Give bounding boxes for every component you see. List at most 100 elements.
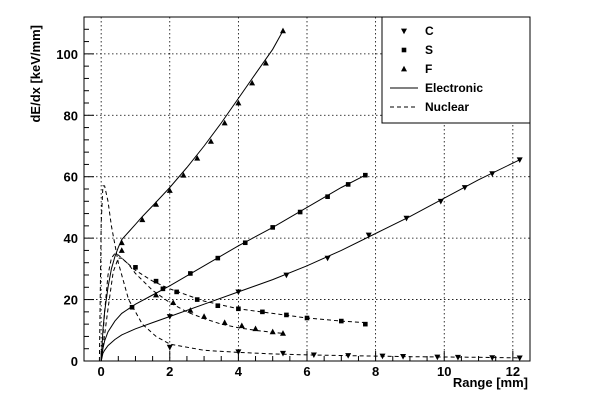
point-s-electronic [242, 240, 248, 246]
point-s-electronic [297, 209, 303, 215]
series-s-nuclear [100, 252, 368, 362]
point-c-nuclear [310, 352, 317, 359]
point-c-electronic [403, 215, 410, 222]
series-f-nuclear [100, 247, 286, 362]
point-c-electronic [324, 255, 331, 262]
point-f-electronic [153, 201, 160, 207]
point-c-nuclear [454, 354, 461, 361]
legend-item-s: S [401, 43, 433, 57]
point-c-nuclear [516, 355, 523, 362]
point-c-electronic [166, 314, 173, 320]
line-c-electronic [100, 159, 520, 362]
point-f-nuclear [118, 247, 125, 253]
point-c-nuclear [379, 353, 386, 360]
point-s-nuclear [174, 289, 179, 295]
point-c-electronic [235, 289, 242, 296]
line-f-nuclear [100, 257, 284, 362]
legend-label-s: S [425, 43, 433, 57]
point-f-electronic [118, 239, 125, 246]
point-s-nuclear [339, 318, 344, 324]
point-s-nuclear [363, 321, 368, 327]
legend-item-f: F [401, 62, 432, 76]
point-s-electronic [363, 172, 368, 178]
point-c-electronic [516, 157, 523, 164]
point-f-electronic [139, 216, 146, 223]
x-tick-label: 10 [437, 364, 451, 379]
x-tick-label: 6 [303, 364, 310, 379]
axes [83, 16, 531, 362]
point-f-nuclear [279, 330, 286, 336]
legend: CSF Electronic Nuclear [381, 16, 531, 124]
legend-marker-f [401, 65, 407, 72]
line-s-nuclear [100, 252, 366, 362]
point-f-nuclear [187, 307, 194, 313]
series-f-electronic [100, 27, 286, 362]
plot-series [98, 27, 523, 362]
legend-item-nuclear: Nuclear [390, 100, 469, 114]
point-s-electronic [188, 271, 193, 276]
legend-marker-c [401, 28, 407, 35]
legend-item-electronic: Electronic [390, 81, 483, 95]
legend-label-c: C [425, 24, 434, 38]
point-c-electronic [461, 185, 468, 191]
point-f-electronic [180, 171, 187, 178]
point-c-nuclear [166, 344, 173, 351]
point-s-nuclear [260, 309, 265, 315]
y-tick-label: 100 [56, 47, 78, 62]
point-s-electronic [325, 194, 330, 199]
legend-marker-s [401, 47, 407, 53]
point-c-nuclear [400, 353, 407, 360]
point-s-electronic [215, 255, 221, 261]
series-c-electronic [100, 157, 523, 362]
x-tick-label: 12 [506, 364, 520, 379]
point-s-nuclear [304, 315, 310, 321]
point-f-electronic [166, 187, 173, 193]
point-f-electronic [235, 99, 242, 106]
tick-labels: 0 2 4 6 8 10 12 0 20 40 60 80 100 [56, 47, 520, 379]
point-c-electronic [283, 272, 290, 279]
point-f-electronic [249, 79, 256, 86]
point-f-electronic [262, 59, 269, 66]
point-f-nuclear [238, 322, 245, 329]
x-tick-label: 8 [372, 364, 379, 379]
point-f-nuclear [170, 299, 177, 306]
legend-box [381, 16, 531, 124]
legend-item-c: C [401, 24, 434, 38]
point-s-electronic [345, 182, 351, 187]
series-s-electronic [100, 172, 368, 362]
point-s-nuclear [284, 312, 289, 318]
point-s-electronic [160, 286, 166, 292]
point-f-nuclear [221, 319, 228, 326]
x-tick-label: 4 [235, 364, 243, 379]
point-f-electronic [194, 155, 201, 161]
legend-label-f: F [425, 62, 432, 76]
x-tick-label: 2 [166, 364, 173, 379]
legend-label-electronic: Electronic [425, 81, 483, 95]
point-f-nuclear [252, 325, 259, 332]
point-s-electronic [270, 225, 275, 230]
y-tick-label: 40 [64, 231, 78, 246]
point-f-electronic [279, 27, 286, 34]
line-s-electronic [100, 174, 366, 362]
point-s-nuclear [236, 306, 241, 312]
point-s-nuclear [133, 265, 138, 270]
y-tick-label: 20 [64, 293, 78, 308]
y-axis-title: dE/dx [keV/mm] [28, 25, 43, 123]
line-c-nuclear [98, 185, 520, 362]
point-s-nuclear [215, 303, 221, 309]
x-tick-label: 0 [98, 364, 105, 379]
x-axis-title: Range [mm] [453, 375, 528, 390]
line-f-electronic [100, 30, 284, 362]
point-s-nuclear [194, 297, 200, 302]
legend-label-nuclear: Nuclear [425, 100, 469, 114]
point-f-electronic [221, 119, 228, 126]
point-f-nuclear [269, 328, 276, 335]
point-c-electronic [365, 232, 372, 239]
point-c-nuclear [345, 353, 352, 359]
point-c-electronic [437, 198, 444, 205]
point-c-nuclear [279, 350, 286, 357]
point-f-nuclear [153, 291, 160, 298]
point-f-nuclear [201, 313, 208, 319]
y-tick-label: 60 [64, 170, 78, 185]
